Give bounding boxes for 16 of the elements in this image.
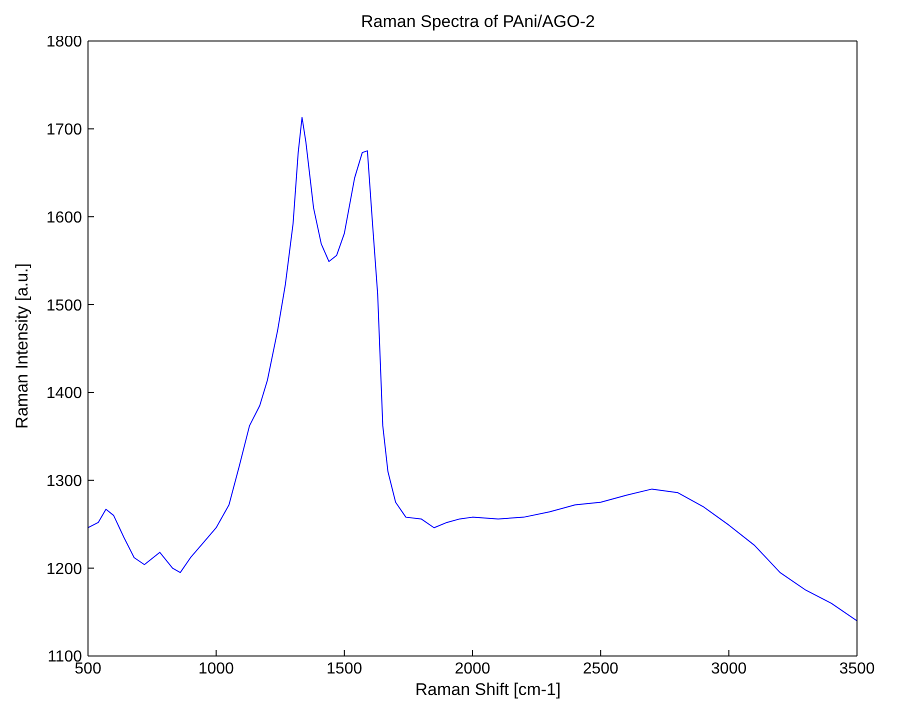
line-series [88,116,857,622]
y-tick-label: 1300 [46,472,82,490]
y-tick-label: 1500 [46,297,82,314]
y-tick-label: 1400 [46,385,82,402]
x-tick-label: 3000 [711,660,747,678]
y-axis-title: Raman Intensity [a.u.] [13,263,33,429]
x-tick-label: 2000 [454,660,490,678]
y-tick-label: 1700 [46,122,82,139]
x-tick-label: 1500 [326,660,362,678]
x-tick-label: 2500 [582,660,619,678]
chart-title: Raman Spectra of PAni/AGO-2 [360,12,595,31]
x-tick-label: 3500 [839,660,875,678]
x-tick-label: 1000 [198,660,234,678]
x-axis-title: Raman Shift [cm-1] [414,680,562,700]
y-tick-label: 1200 [46,560,82,578]
y-tick-label: 1600 [46,209,82,226]
